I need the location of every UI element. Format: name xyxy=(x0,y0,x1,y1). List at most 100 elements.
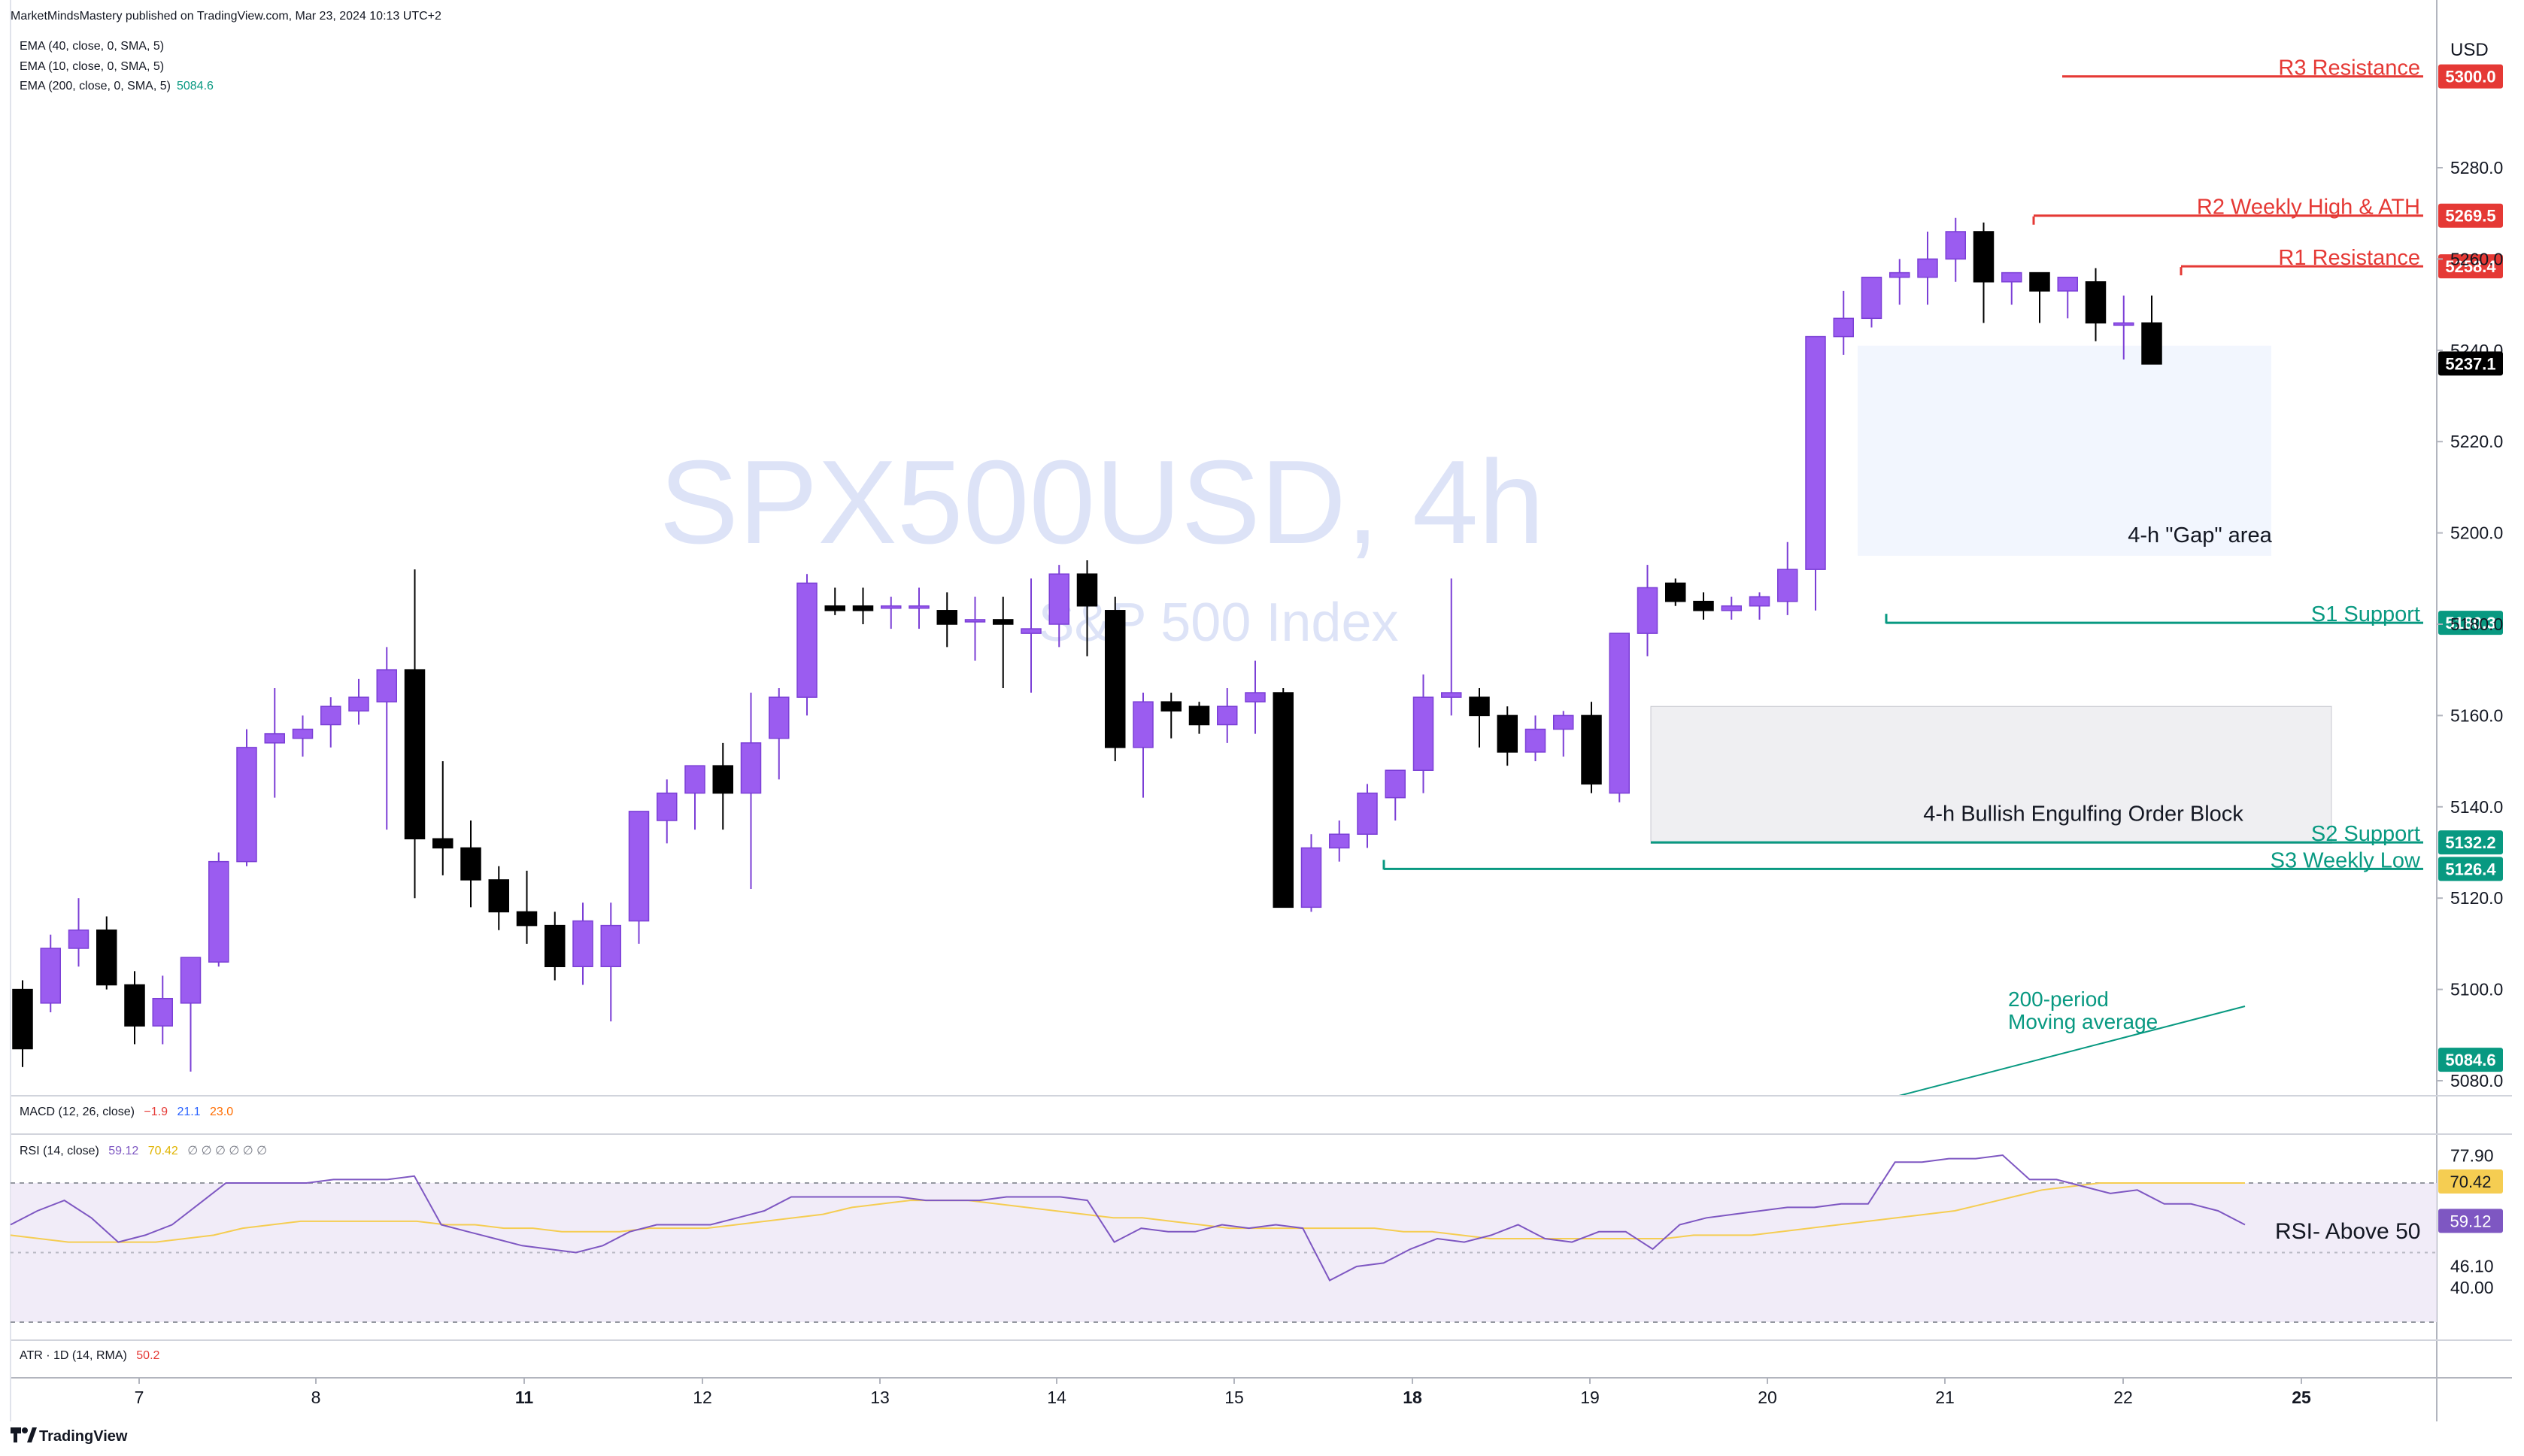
price-tick-label: 5180.0 xyxy=(2450,614,2503,634)
candle-body xyxy=(2113,322,2134,326)
candle xyxy=(1245,660,1266,734)
time-tick-label: 11 xyxy=(515,1388,534,1407)
candle xyxy=(852,587,874,624)
candle-body xyxy=(1357,792,1378,835)
candle xyxy=(1188,702,1210,734)
candle-body xyxy=(1861,276,1882,320)
candle-body xyxy=(657,792,678,821)
candle xyxy=(208,852,229,967)
indicator-rsi[interactable]: RSI (14, close) 59.12 70.42 ∅ ∅ ∅ ∅ ∅ ∅ xyxy=(20,1143,267,1158)
rsi-value-badge-label: 59.12 xyxy=(2450,1212,2491,1230)
current-price-label: 5237.1 xyxy=(2445,354,2495,373)
level-price-label: 5180.3 xyxy=(2445,614,2495,632)
candle xyxy=(180,957,202,1072)
level-4: S1 Support 5180.3 xyxy=(1885,602,2503,635)
candle xyxy=(1160,693,1182,739)
rsi-ticks: 77.90 46.10 40.00 70.42 59.12 xyxy=(2438,1145,2503,1297)
candle-body xyxy=(993,619,1014,625)
price-tick-label: 5280.0 xyxy=(2450,158,2503,177)
price-tick-label: 5100.0 xyxy=(2450,980,2503,999)
level-3: R1 Resistance 5258.4 xyxy=(2180,246,2503,279)
candle xyxy=(2113,295,2134,359)
candle-body xyxy=(740,742,762,794)
candle-body xyxy=(684,765,705,794)
level-price-badge xyxy=(2438,830,2503,855)
candle xyxy=(1300,834,1322,912)
published-note: MarketMindsMastery published on TradingV… xyxy=(11,10,441,23)
level-price-label: 5269.5 xyxy=(2445,207,2495,226)
candle xyxy=(1973,222,1995,323)
candle-body xyxy=(180,957,202,1004)
rsi-line xyxy=(10,1154,2246,1282)
atr-label: ATR · 1D (14, RMA) xyxy=(20,1349,127,1362)
candle xyxy=(12,980,33,1067)
time-tick-label: 13 xyxy=(870,1388,890,1407)
candle-body xyxy=(1553,714,1574,730)
level-name: S3 Weekly Low xyxy=(2271,848,2421,872)
level-price-badge xyxy=(2438,857,2503,881)
indicator-ema200[interactable]: EMA (200, close, 0, SMA, 5) 5084.6 xyxy=(20,80,214,93)
level-price-badge xyxy=(2438,254,2503,279)
candle-body xyxy=(516,911,538,927)
candle-body xyxy=(1188,705,1210,726)
time-tick-label: 15 xyxy=(1224,1388,1244,1407)
candle-body xyxy=(1945,231,1966,260)
price-axis-currency: USD xyxy=(2450,40,2489,60)
indicator-ema200-label: EMA (200, close, 0, SMA, 5) xyxy=(20,80,171,93)
candle xyxy=(264,687,285,798)
candle-body xyxy=(1329,833,1350,849)
candle xyxy=(1469,687,1490,748)
candle xyxy=(40,934,61,1012)
candle xyxy=(432,761,454,875)
candle xyxy=(2141,295,2162,365)
candle xyxy=(1945,217,1966,282)
candle-body xyxy=(264,733,285,744)
candle xyxy=(2085,268,2107,341)
candle-body xyxy=(824,605,845,611)
candle-body xyxy=(1245,692,1266,702)
rsi-tick-label: 46.10 xyxy=(2450,1257,2494,1276)
candle-body xyxy=(1300,847,1322,908)
candle-body xyxy=(1524,728,1546,753)
candle-body xyxy=(600,924,621,967)
candle xyxy=(1889,259,1910,305)
candle xyxy=(1637,565,1658,657)
candle xyxy=(572,902,593,985)
time-tick-label: 21 xyxy=(1935,1388,1955,1407)
indicator-ema10-label: EMA (10, close, 0, SMA, 5) xyxy=(20,60,165,73)
candle xyxy=(1385,769,1406,821)
candle xyxy=(96,916,117,990)
candle xyxy=(68,898,89,967)
candle-body xyxy=(964,619,986,623)
candle xyxy=(2001,271,2022,305)
level-price-label: 5126.4 xyxy=(2445,860,2496,878)
indicator-atr[interactable]: ATR · 1D (14, RMA) 50.2 xyxy=(20,1349,159,1363)
candle xyxy=(1133,693,1154,798)
price-tick-label: 5080.0 xyxy=(2450,1071,2503,1090)
indicator-ema40[interactable]: EMA (40, close, 0, SMA, 5) xyxy=(20,40,164,53)
candle xyxy=(993,596,1014,688)
candle xyxy=(320,697,341,748)
candle xyxy=(236,729,257,866)
candle xyxy=(292,715,314,757)
candle xyxy=(1329,821,1350,862)
candle xyxy=(1665,578,1686,606)
candle xyxy=(404,569,426,899)
indicator-macd[interactable]: MACD (12, 26, close) −1.9 21.1 23.0 xyxy=(20,1106,233,1119)
candle-body xyxy=(1721,605,1742,611)
time-tick-label: 8 xyxy=(311,1388,321,1407)
level-name: R2 Weekly High & ATH xyxy=(2197,196,2420,220)
level-price-badge xyxy=(2438,611,2503,635)
rsi-ma-badge xyxy=(2438,1169,2503,1194)
indicator-ema10[interactable]: EMA (10, close, 0, SMA, 5) xyxy=(20,60,164,74)
candle xyxy=(1581,702,1602,793)
candle xyxy=(1021,578,1042,693)
candle-body xyxy=(852,605,874,611)
candle xyxy=(1861,276,1882,328)
level-price-label: 5132.2 xyxy=(2445,833,2495,852)
candle-body xyxy=(572,920,593,968)
candle xyxy=(1721,596,1742,620)
candle-body xyxy=(1412,696,1434,771)
time-axis: 7 8 11 12 13 14 15 18 19 20 21 22 25 xyxy=(135,1378,2311,1407)
